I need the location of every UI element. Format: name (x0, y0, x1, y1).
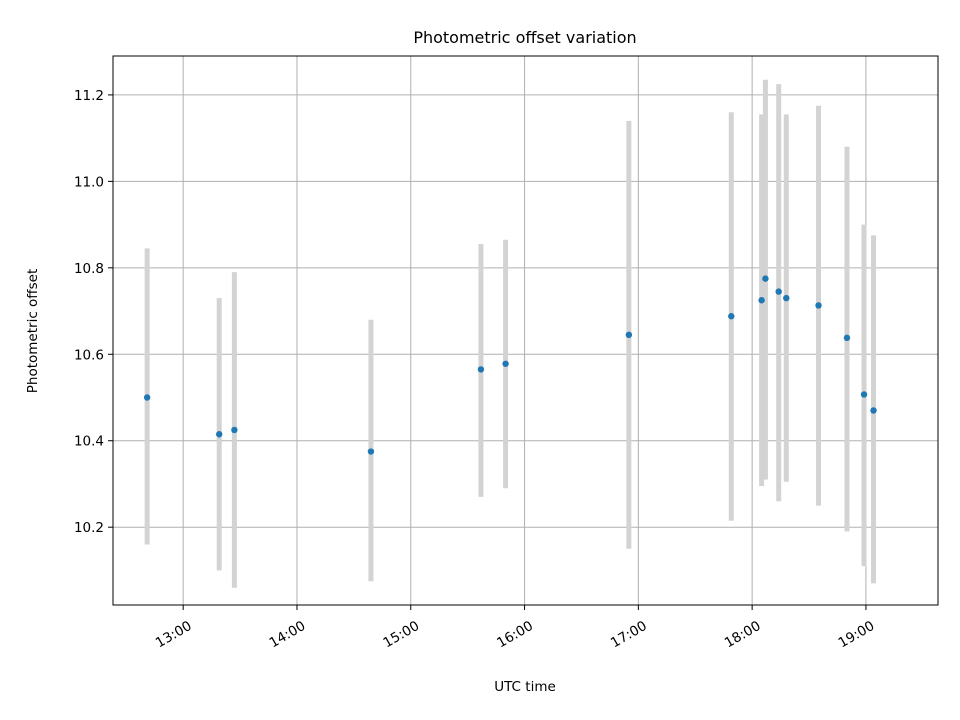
y-axis-label: Photometric offset (25, 269, 41, 393)
data-point (843, 334, 851, 342)
grid-layer (113, 56, 938, 605)
x-tick-label: 18:00 (722, 618, 764, 651)
data-point (815, 302, 822, 309)
data-point (502, 360, 509, 367)
data-point (728, 313, 735, 320)
y-tick-label: 11.0 (74, 174, 104, 190)
data-point (143, 394, 151, 401)
plot-frame (112, 55, 939, 606)
x-tick-label: 16:00 (494, 618, 536, 651)
data-point (775, 288, 782, 295)
data-point (216, 431, 223, 438)
data-point (367, 448, 375, 455)
data-point (758, 297, 765, 304)
y-tick-label: 10.6 (74, 347, 104, 363)
x-tick-layer: 13:00 14:00 15:00 16:00 17:00 18:00 19:00 (153, 605, 877, 651)
x-tick-label: 14:00 (267, 618, 309, 651)
data-point (625, 331, 633, 339)
errorbar-layer (144, 79, 877, 588)
x-tick-label: 13:00 (153, 618, 195, 651)
x-tick-label: 17:00 (608, 618, 650, 651)
data-point (477, 366, 485, 373)
y-tick-label: 10.8 (74, 261, 104, 277)
data-point (783, 294, 790, 302)
x-tick-label: 15:00 (380, 618, 422, 651)
x-tick-label: 19:00 (836, 618, 878, 651)
x-axis-label: UTC time (494, 679, 556, 695)
point-layer (143, 275, 877, 455)
data-point (870, 407, 877, 414)
data-point (231, 426, 238, 434)
y-tick-label: 10.2 (74, 520, 104, 536)
data-point (860, 391, 868, 398)
y-tick-layer: 10.2 10.4 10.6 10.8 11.0 11.2 (74, 88, 113, 536)
y-tick-label: 10.4 (74, 434, 104, 450)
data-point (762, 275, 769, 282)
chart-title: Photometric offset variation (413, 28, 636, 47)
y-tick-label: 11.2 (74, 88, 104, 104)
